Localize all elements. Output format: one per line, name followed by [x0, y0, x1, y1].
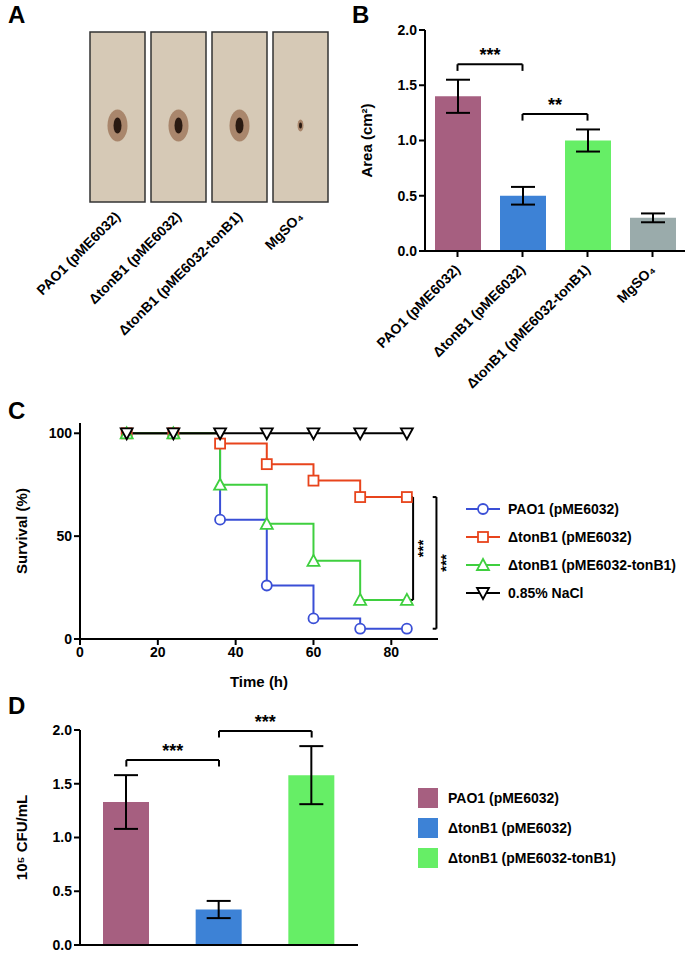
html-text:A: A [8, 1, 26, 28]
svg-text:2.0: 2.0 [53, 722, 73, 738]
html-text:D: D [8, 692, 26, 719]
svg-text:ΔtonB1 (pME6032-tonB1): ΔtonB1 (pME6032-tonB1) [463, 261, 593, 391]
html-text:C: C [8, 397, 26, 424]
svg-text:0.0: 0.0 [53, 937, 73, 953]
svg-text:0.0: 0.0 [398, 243, 418, 259]
html-text:B: B [352, 1, 370, 28]
svg-text:0: 0 [64, 631, 72, 647]
svg-text:PAO1 (pME6032): PAO1 (pME6032) [33, 208, 124, 299]
svg-text:50: 50 [56, 528, 72, 544]
svg-text:80: 80 [384, 644, 400, 660]
svg-text:20: 20 [150, 644, 166, 660]
svg-text:***: *** [414, 540, 431, 558]
svg-text:Area (cm²): Area (cm²) [358, 103, 375, 177]
svg-text:MgSO₄: MgSO₄ [614, 261, 659, 306]
svg-text:10⁵ CFU/mL: 10⁵ CFU/mL [13, 795, 30, 880]
svg-text:1.5: 1.5 [53, 776, 73, 792]
svg-text:Time (h): Time (h) [230, 673, 288, 690]
svg-text:ΔtonB1 (pME6032-tonB1): ΔtonB1 (pME6032-tonB1) [115, 208, 245, 338]
svg-text:***: *** [162, 741, 183, 761]
svg-text:100: 100 [49, 425, 73, 441]
svg-text:1.0: 1.0 [53, 829, 73, 845]
html-text:ΔtonB1 (pME6032-tonB1): ΔtonB1 (pME6032-tonB1) [508, 556, 676, 573]
html-text:ΔtonB1 (pME6032): ΔtonB1 (pME6032) [508, 528, 632, 545]
svg-text:***: *** [255, 712, 276, 732]
svg-text:ΔtonB1 (pME6032): ΔtonB1 (pME6032) [85, 208, 185, 308]
svg-text:Survival (%): Survival (%) [13, 488, 30, 574]
svg-text:0.5: 0.5 [398, 188, 418, 204]
svg-text:***: *** [479, 45, 500, 65]
svg-text:0: 0 [76, 644, 84, 660]
svg-text:ΔtonB1 (pME6032): ΔtonB1 (pME6032) [429, 261, 529, 361]
svg-text:1.0: 1.0 [398, 132, 418, 148]
svg-text:0.5: 0.5 [53, 883, 73, 899]
svg-text:PAO1 (pME6032): PAO1 (pME6032) [373, 261, 464, 352]
svg-text:***: *** [437, 554, 454, 572]
html-text:ΔtonB1 (pME6032-tonB1): ΔtonB1 (pME6032-tonB1) [448, 849, 616, 866]
svg-text:40: 40 [228, 644, 244, 660]
svg-text:2.0: 2.0 [398, 22, 418, 38]
html-text:ΔtonB1 (pME6032): ΔtonB1 (pME6032) [448, 819, 572, 836]
html-text:PAO1 (pME6032): PAO1 (pME6032) [508, 500, 619, 517]
html-text:0.85% NaCl: 0.85% NaCl [508, 584, 584, 601]
svg-text:**: ** [548, 95, 562, 115]
svg-text:1.5: 1.5 [398, 77, 418, 93]
html-text:PAO1 (pME6032): PAO1 (pME6032) [448, 789, 559, 806]
svg-text:MgSO₄: MgSO₄ [262, 208, 307, 253]
svg-text:60: 60 [306, 644, 322, 660]
